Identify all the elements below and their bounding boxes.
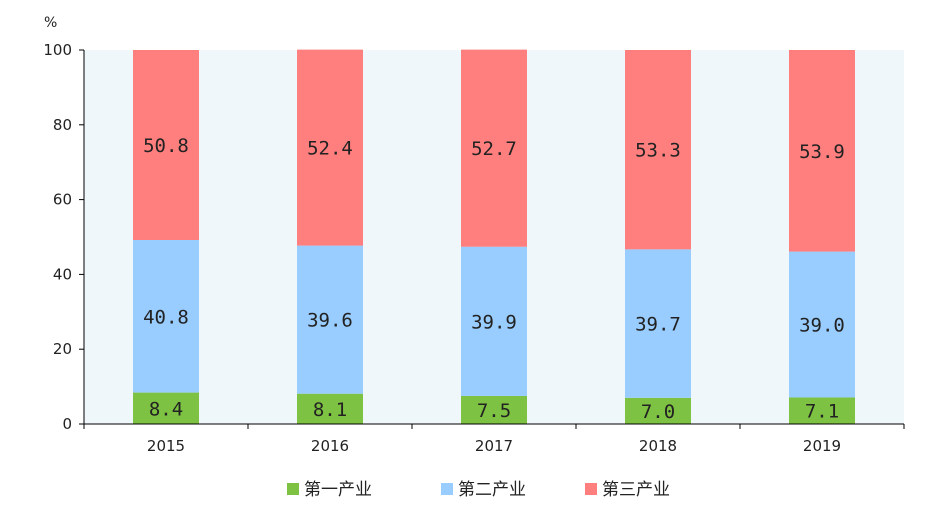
legend-swatch bbox=[585, 483, 597, 495]
bar-segment bbox=[461, 246, 527, 396]
data-label: 7.0 bbox=[641, 401, 675, 423]
bar-segment bbox=[133, 50, 199, 240]
x-tick-label: 2016 bbox=[311, 437, 349, 455]
x-tick-label: 2015 bbox=[147, 437, 185, 455]
bar-segment bbox=[789, 251, 855, 398]
data-label: 52.4 bbox=[307, 138, 353, 160]
bar-segment bbox=[461, 395, 527, 424]
bar-segment bbox=[789, 50, 855, 252]
data-label: 50.8 bbox=[143, 135, 189, 157]
bars bbox=[133, 49, 855, 424]
data-label: 8.4 bbox=[149, 398, 183, 420]
data-label: 39.6 bbox=[307, 310, 353, 332]
bar-segment bbox=[625, 397, 691, 424]
y-tick-label: 0 bbox=[62, 415, 72, 433]
bar-segment bbox=[133, 392, 199, 424]
y-tick-label: 60 bbox=[53, 191, 72, 209]
legend-label: 第二产业 bbox=[458, 480, 526, 500]
data-label: 40.8 bbox=[143, 306, 189, 328]
legend-swatch bbox=[441, 483, 453, 495]
x-axis: 2015 2016 2017 2018 2019 bbox=[83, 424, 905, 455]
data-label: 39.7 bbox=[635, 314, 681, 336]
data-label: 7.5 bbox=[477, 400, 511, 422]
legend: 第一产业 第二产业 第三产业 bbox=[287, 480, 670, 500]
bar-segment bbox=[625, 50, 691, 250]
y-tick-label: 40 bbox=[53, 265, 72, 283]
bar-segment bbox=[133, 239, 199, 393]
bar-segment bbox=[297, 245, 363, 394]
y-unit-label: % bbox=[44, 15, 57, 31]
data-label: 53.9 bbox=[799, 141, 845, 163]
data-label: 39.0 bbox=[799, 315, 845, 337]
legend-label: 第一产业 bbox=[304, 480, 372, 500]
bar-segment bbox=[297, 49, 363, 246]
bar-labels: 8.4 40.8 50.8 8.1 39.6 52.4 7.5 39.9 52.7 7.0 39.7… bbox=[143, 135, 845, 423]
legend-swatch bbox=[287, 483, 299, 495]
bar-segment bbox=[297, 393, 363, 424]
data-label: 7.1 bbox=[805, 401, 839, 423]
x-tick-label: 2017 bbox=[475, 437, 513, 455]
bar-segment bbox=[789, 397, 855, 424]
y-axis: 0 20 40 60 80 100 bbox=[43, 41, 84, 433]
legend-label: 第三产业 bbox=[602, 480, 670, 500]
data-label: 8.1 bbox=[313, 399, 347, 421]
data-label: 39.9 bbox=[471, 311, 517, 333]
bar-segment bbox=[461, 49, 527, 247]
y-tick-label: 20 bbox=[53, 340, 72, 358]
x-tick-label: 2018 bbox=[639, 437, 677, 455]
data-label: 52.7 bbox=[471, 138, 517, 160]
x-tick-label: 2019 bbox=[803, 437, 841, 455]
bar-segment bbox=[625, 249, 691, 398]
y-tick-label: 80 bbox=[53, 116, 72, 134]
y-tick-label: 100 bbox=[43, 41, 72, 59]
data-label: 53.3 bbox=[635, 140, 681, 162]
